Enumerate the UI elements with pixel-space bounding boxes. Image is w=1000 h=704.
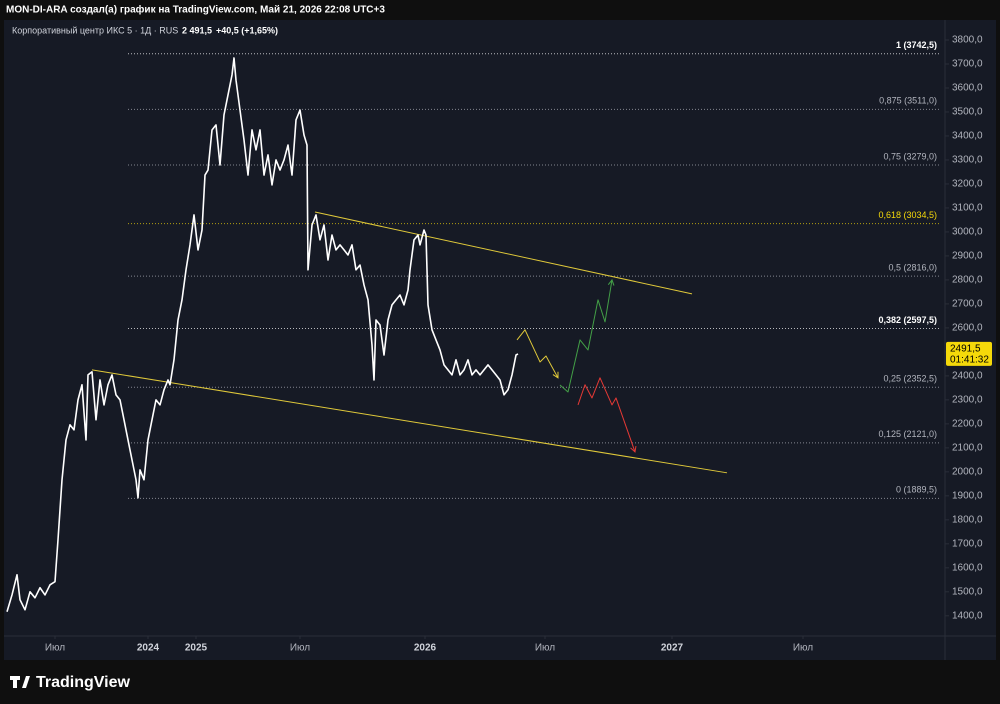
last-price: 2 491,5	[182, 25, 212, 35]
x-tick-label: Июл	[535, 643, 555, 654]
x-tick-label: Июл	[793, 643, 813, 654]
fib-label: 0,75 (3279,0)	[883, 151, 937, 161]
y-tick-label: 2700,0	[952, 299, 983, 310]
y-tick-label: 2300,0	[952, 395, 983, 406]
x-tick-label: 2024	[137, 643, 160, 654]
trendline	[91, 369, 728, 474]
y-tick-label: 3700,0	[952, 59, 983, 70]
x-tick-label: Июл	[290, 643, 310, 654]
x-tick-label: 2025	[185, 643, 208, 654]
y-tick-label: 2900,0	[952, 251, 983, 262]
arrow-head	[607, 278, 615, 286]
y-tick-label: 3800,0	[952, 35, 983, 46]
fib-label: 0,125 (2121,0)	[878, 429, 937, 439]
y-tick-label: 3500,0	[952, 107, 983, 118]
x-tick-label: 2027	[661, 643, 684, 654]
price-change: +40,5 (+1,65%)	[216, 25, 278, 35]
logo-text: TradingView	[36, 674, 131, 691]
symbol-title: Корпоративный центр ИКС 5 · 1Д · RUS	[12, 25, 178, 35]
fib-label: 1 (3742,5)	[896, 40, 937, 50]
x-tick-label: Июл	[45, 643, 65, 654]
fib-label: 0,875 (3511,0)	[879, 96, 937, 106]
price-marker-label: 2491,5	[950, 344, 981, 355]
fib-label: 0,25 (2352,5)	[883, 374, 937, 384]
y-tick-label: 1400,0	[952, 610, 983, 621]
y-tick-label: 2600,0	[952, 323, 983, 334]
y-tick-label: 3000,0	[952, 227, 983, 238]
arrow-head	[552, 371, 559, 379]
logo-icon	[10, 676, 30, 688]
y-tick-label: 1500,0	[952, 586, 983, 597]
price-marker-timer: 01:41:32	[950, 355, 989, 366]
price-line	[6, 57, 519, 612]
projection-arrow	[577, 377, 636, 453]
trendline	[314, 211, 693, 295]
chart-pane	[4, 20, 996, 660]
y-tick-label: 1700,0	[952, 538, 983, 549]
y-tick-label: 2200,0	[952, 419, 983, 430]
y-tick-label: 2100,0	[952, 443, 983, 454]
y-tick-label: 3400,0	[952, 131, 983, 142]
y-tick-label: 1800,0	[952, 514, 983, 525]
fib-label: 0,5 (2816,0)	[888, 262, 937, 272]
y-tick-label: 3300,0	[952, 155, 983, 166]
author-line: MON-DI-ARA создал(а) график на TradingVi…	[6, 4, 385, 16]
logo: TradingView	[10, 674, 131, 691]
arrow-head	[630, 445, 637, 453]
y-tick-label: 1900,0	[952, 490, 983, 501]
fib-label: 0,382 (2597,5)	[878, 315, 937, 325]
y-tick-label: 1600,0	[952, 562, 983, 573]
y-tick-label: 3100,0	[952, 203, 983, 214]
y-tick-label: 2000,0	[952, 466, 983, 477]
price-marker	[946, 341, 992, 366]
x-tick-label: 2026	[414, 643, 437, 654]
y-tick-label: 2400,0	[952, 371, 983, 382]
y-tick-label: 2800,0	[952, 275, 983, 286]
fib-label: 0,618 (3034,5)	[878, 210, 937, 220]
projection-arrow	[559, 279, 613, 393]
y-tick-label: 3600,0	[952, 83, 983, 94]
projection-arrow	[516, 329, 559, 379]
y-tick-label: 3200,0	[952, 179, 983, 190]
fib-label: 0 (1889,5)	[896, 485, 937, 495]
